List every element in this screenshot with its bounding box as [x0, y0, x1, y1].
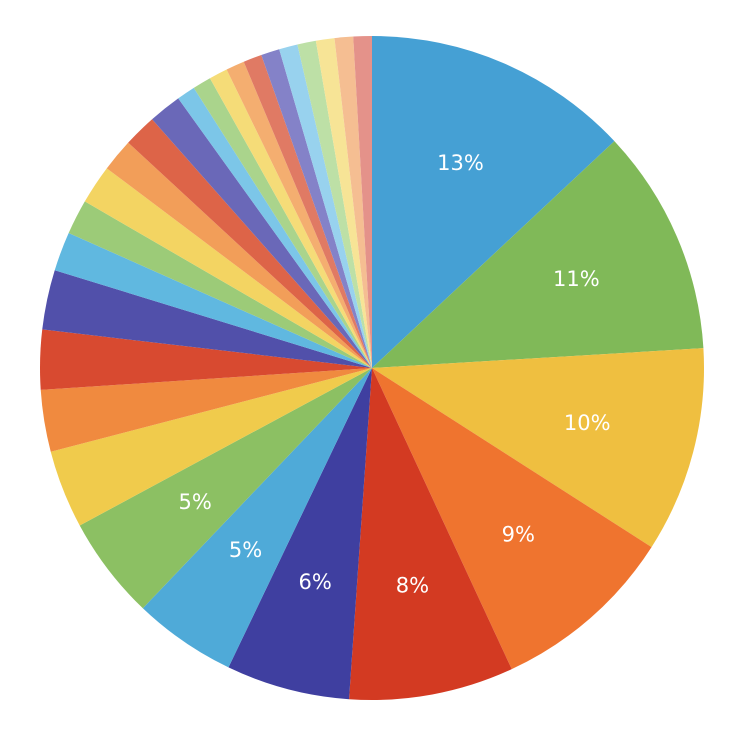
- pie-slice: [178, 87, 372, 369]
- pie-slice: [372, 368, 652, 670]
- data-label: 5%: [178, 490, 211, 514]
- pie-slice: [50, 368, 373, 526]
- pie-slice: [315, 38, 372, 368]
- pie-slice: [349, 368, 512, 700]
- pie-slice: [152, 98, 372, 369]
- pie-slice: [142, 368, 372, 668]
- pie-slice: [79, 368, 372, 609]
- pie-slice: [353, 36, 372, 368]
- pie-slice: [279, 44, 372, 368]
- pie-slice: [243, 55, 372, 368]
- pie-slice: [228, 368, 372, 700]
- pie-slice: [84, 168, 373, 368]
- pie-slice: [54, 233, 372, 368]
- data-label: 6%: [299, 570, 332, 594]
- pie-slice: [297, 40, 372, 369]
- pie-slice: [372, 36, 615, 368]
- data-label: 8%: [396, 574, 429, 598]
- pie-slice: [334, 36, 372, 369]
- pie-slice: [372, 141, 704, 368]
- data-label: 10%: [564, 411, 611, 435]
- pie-slice: [209, 69, 372, 368]
- pie-slice: [42, 270, 373, 368]
- pie-slice: [40, 329, 373, 390]
- pie-slice: [193, 78, 372, 368]
- pie-slice: [261, 49, 372, 368]
- pie-slice: [106, 142, 372, 368]
- pie-slice: [40, 368, 372, 452]
- pie-slice: [226, 61, 372, 369]
- data-label: 5%: [229, 538, 262, 562]
- pie-slice: [372, 348, 704, 548]
- pie-slice: [68, 201, 373, 368]
- data-label: 9%: [502, 523, 535, 547]
- data-label: 11%: [553, 267, 600, 291]
- data-label: 13%: [437, 151, 484, 175]
- pie-slice: [128, 119, 372, 368]
